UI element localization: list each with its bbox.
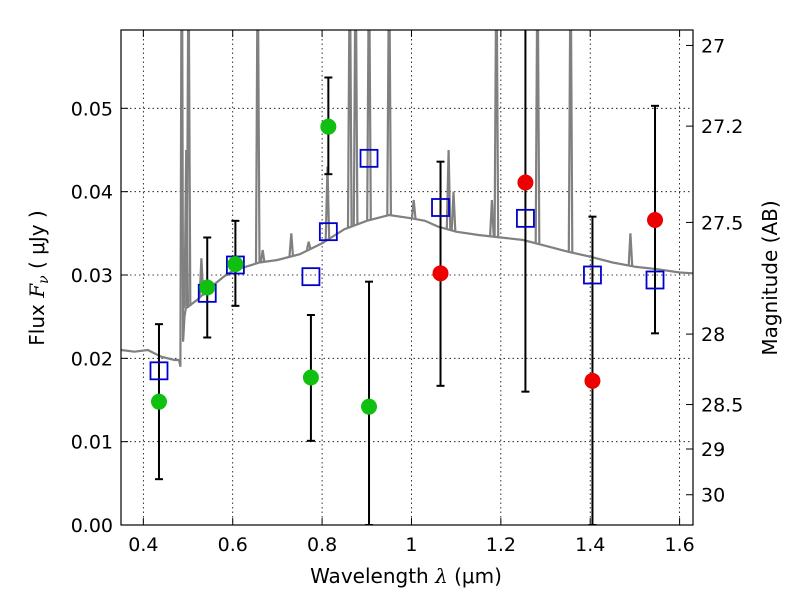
green-data-point (320, 118, 337, 135)
y-tick-label: 0.02 (71, 348, 113, 370)
model-flux-square (301, 267, 321, 287)
emission-line (346, 30, 353, 228)
y-tick-label: 0.05 (71, 98, 113, 120)
emission-line (627, 233, 634, 266)
emission-line (450, 191, 457, 231)
emission-line (288, 233, 295, 257)
x-tick-label: 1.4 (575, 534, 605, 556)
emission-line (324, 166, 331, 240)
data-markers (149, 118, 665, 415)
x-tick-label: 1.6 (664, 534, 694, 556)
model-flux-square (645, 270, 665, 290)
y-tick-label: 0.00 (71, 515, 113, 537)
magnitude-tick-label: 28 (701, 324, 725, 346)
emission-line (386, 30, 392, 216)
x-axis-label: Wavelength λ (μm) (310, 564, 502, 588)
magnitude-axis-label: Magnitude (AB) (758, 200, 782, 355)
model-spectrum (121, 30, 693, 367)
emission-line (254, 30, 261, 264)
x-tick-label: 1 (405, 534, 417, 556)
green-data-point (150, 393, 167, 410)
green-data-point (227, 256, 244, 273)
emission-line (305, 241, 312, 251)
model-flux-square (359, 148, 379, 168)
magnitude-tick-label: 27 (701, 35, 725, 57)
model-flux-square (431, 198, 450, 217)
y-tick-label: 0.04 (71, 182, 113, 204)
emission-line (185, 30, 192, 307)
x-tick-label: 0.8 (307, 534, 337, 556)
emission-line (534, 30, 541, 244)
green-data-point (302, 369, 319, 386)
emission-line (366, 30, 372, 221)
x-tick-label: 1.2 (486, 534, 516, 556)
magnitude-axis-ticks: 27 27.2 27.5 28 28.5 29 30 (686, 35, 743, 507)
green-data-point (361, 398, 378, 415)
magnitude-tick-label: 30 (701, 485, 725, 507)
emission-line (445, 149, 452, 230)
y-tick-label: 0.03 (71, 265, 113, 287)
red-data-point (584, 372, 601, 389)
red-data-point (517, 174, 534, 191)
emission-line (489, 199, 495, 237)
emission-line (493, 30, 500, 238)
x-axis-ticks: 0.4 0.6 0.8 1 1.2 1.4 1.6 (128, 30, 695, 556)
model-flux-square (149, 361, 169, 381)
plot-frame (120, 29, 694, 526)
emission-line (410, 199, 417, 219)
model-flux-square (583, 265, 602, 285)
emission-line (567, 30, 574, 253)
emission-line (259, 249, 266, 263)
grid (121, 30, 693, 526)
green-data-point (199, 279, 216, 296)
y-axis-ticks: 0.00 0.01 0.02 0.03 0.04 0.05 (71, 98, 128, 537)
magnitude-tick-label: 27.2 (701, 116, 743, 138)
magnitude-tick-label: 28.5 (701, 395, 743, 417)
magnitude-tick-label: 29 (701, 439, 725, 461)
magnitude-tick-label: 27.5 (701, 212, 743, 234)
red-data-point (647, 212, 664, 228)
x-tick-label: 0.6 (218, 534, 248, 556)
spectrum-continuum (121, 30, 693, 367)
emission-line (352, 30, 359, 226)
model-flux-square (318, 222, 338, 242)
x-tick-label: 0.4 (128, 534, 158, 556)
model-flux-square (516, 208, 535, 228)
y-tick-label: 0.01 (71, 432, 113, 454)
y-axis-label: Flux Fν ( μJy ) (25, 210, 52, 345)
red-data-point (432, 265, 449, 282)
